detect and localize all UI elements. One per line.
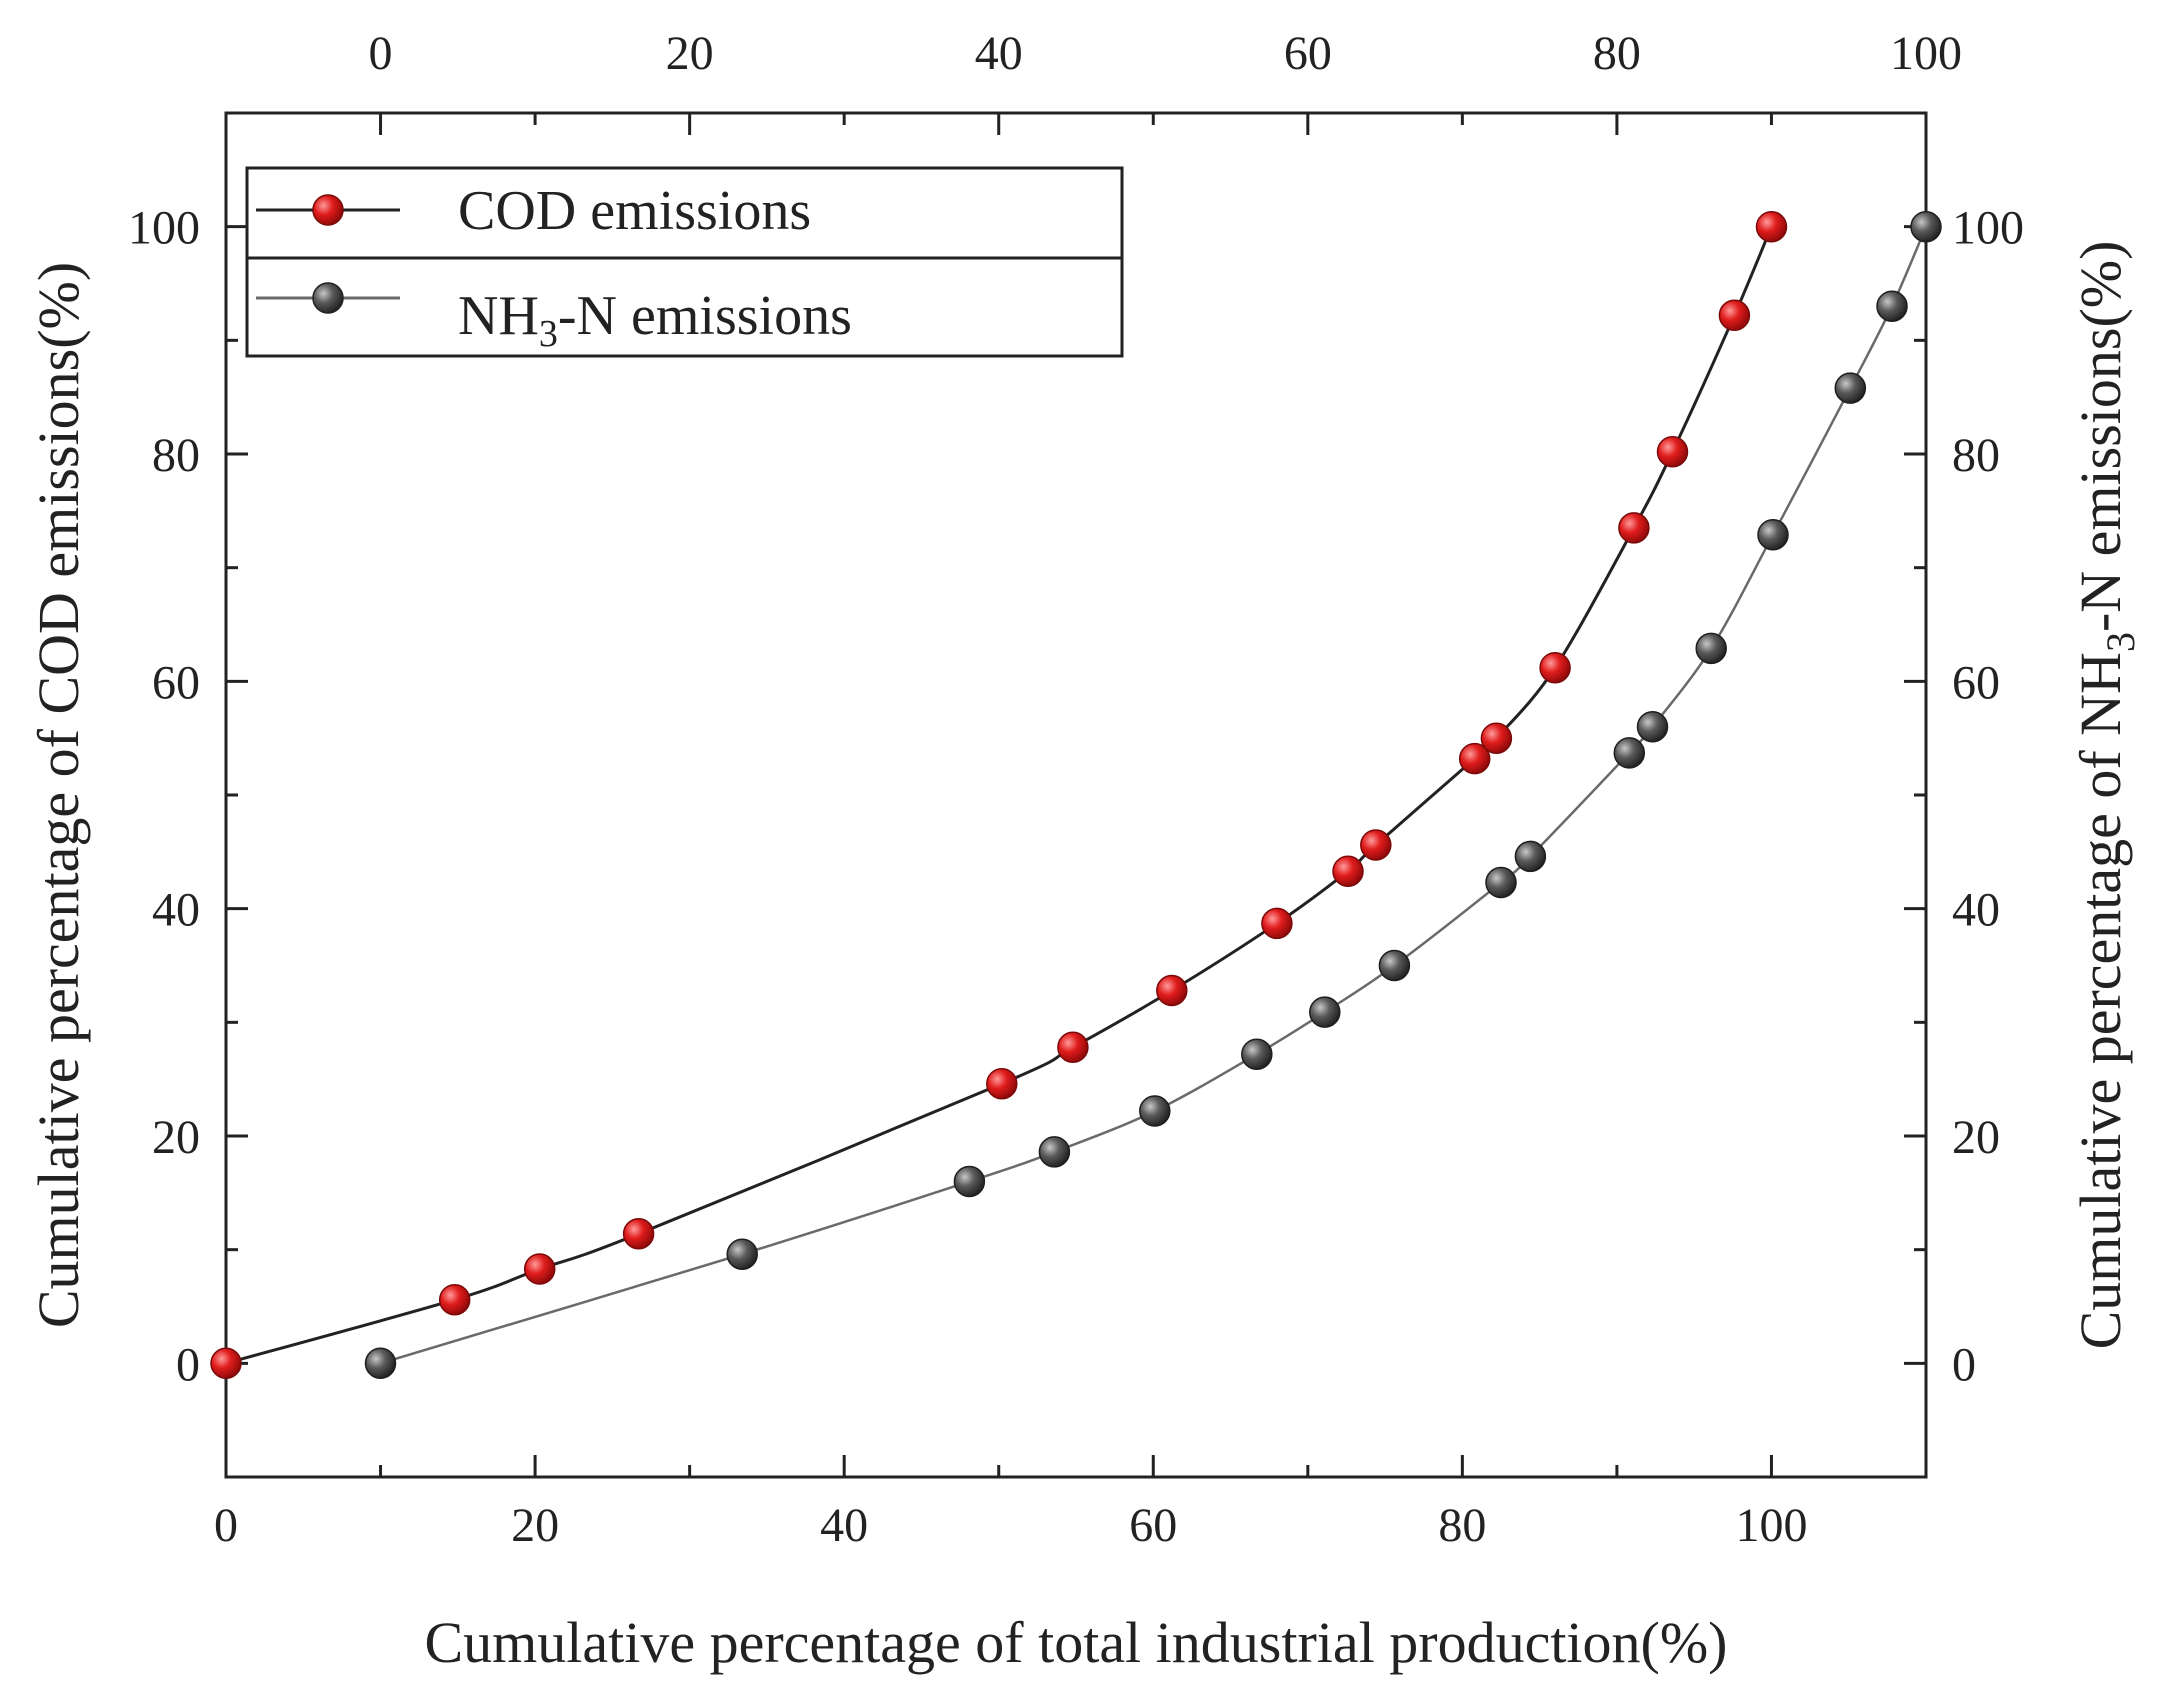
data-point-nh3n	[1876, 290, 1908, 322]
data-point-nh3n	[1139, 1095, 1171, 1127]
series-line-cod	[225, 226, 1773, 1365]
legend-label-nh3n-prefix: NH	[458, 285, 539, 347]
data-point-nh3n	[364, 1347, 397, 1380]
right-y-tick-label: 0	[1952, 1338, 1976, 1391]
right-y-tick-label: 20	[1952, 1111, 2000, 1164]
data-point-cod	[210, 1347, 242, 1380]
legend-label-cod: COD emissions	[458, 180, 811, 242]
data-point-cod	[1618, 512, 1650, 544]
legend: COD emissions NH3-N emissions	[245, 166, 1124, 358]
legend-box	[245, 166, 1124, 358]
data-point-cod	[1360, 829, 1392, 861]
data-point-cod	[1718, 299, 1751, 332]
data-point-cod	[1332, 855, 1364, 887]
legend-label-cod-text: COD emissions	[458, 180, 811, 242]
data-point-cod	[1755, 210, 1788, 243]
data-point-nh3n	[726, 1238, 758, 1270]
data-point-nh3n	[1834, 372, 1867, 404]
right-y-tick-label: 60	[1952, 656, 2000, 709]
data-point-nh3n	[1378, 949, 1411, 982]
legend-label-nh3n: NH3-N emissions	[458, 285, 852, 355]
y-tick-label: 100	[128, 202, 200, 255]
x-tick-label: 80	[1438, 1499, 1486, 1552]
right-y-tick-label: 80	[1952, 429, 2000, 482]
data-point-cod	[523, 1253, 556, 1285]
x-tick-label: 40	[820, 1499, 868, 1552]
data-point-nh3n	[1613, 737, 1646, 769]
y-tick-label: 20	[152, 1111, 200, 1164]
data-point-nh3n	[1309, 996, 1341, 1028]
x-tick-label: 20	[511, 1499, 559, 1552]
x-tick-label: 60	[1129, 1499, 1177, 1552]
data-point-cod	[1458, 742, 1491, 775]
data-point-cod	[1480, 722, 1513, 754]
ticks-layer: 0 20 40 60 80 100 0 20 40 60 80 100 0 20 40 60 80 100 0 20 4…	[128, 27, 2024, 1552]
y-right-axis-title-suffix: -N emissions(%)	[2068, 241, 2133, 632]
data-point-cod	[1057, 1031, 1089, 1064]
y-tick-label: 80	[152, 429, 200, 482]
y-tick-label: 40	[152, 884, 200, 937]
right-y-tick-label: 40	[1952, 884, 2000, 937]
data-point-cod	[622, 1218, 655, 1250]
top-x-tick-label: 60	[1284, 27, 1332, 80]
data-point-nh3n	[1636, 711, 1669, 743]
y-axis-title: Cumulative percentage of COD emissions(%…	[26, 262, 91, 1328]
data-point-nh3n	[1757, 518, 1789, 551]
data-point-nh3n	[1038, 1136, 1071, 1168]
legend-label-nh3n-subscript: 3	[539, 313, 558, 355]
legend-label-nh3n-suffix: -N emissions	[558, 285, 852, 347]
top-x-tick-label: 40	[975, 27, 1023, 80]
y-tick-label: 0	[176, 1338, 200, 1391]
data-point-cod	[1156, 974, 1188, 1007]
legend-marker-nh3n	[312, 282, 344, 314]
data-point-nh3n	[1695, 632, 1727, 665]
data-point-cod	[1539, 651, 1571, 684]
x-tick-label: 100	[1735, 1499, 1807, 1552]
series-layer	[210, 210, 1942, 1380]
data-point-cod	[1656, 435, 1689, 468]
x-axis-title: Cumulative percentage of total industria…	[425, 1610, 1728, 1675]
top-x-tick-label: 0	[369, 27, 393, 80]
legend-marker-cod	[312, 194, 344, 226]
series-line-nh3n	[380, 226, 1928, 1365]
y-right-axis-title: Cumulative percentage of NH3-N emissions…	[2068, 241, 2143, 1350]
y-right-axis-title-prefix: Cumulative percentage of NH	[2068, 652, 2133, 1349]
data-point-nh3n	[1910, 210, 1942, 243]
data-point-cod	[438, 1283, 471, 1316]
x-tick-label: 0	[214, 1499, 238, 1552]
y-right-axis-title-subscript: 3	[2098, 632, 2143, 652]
top-x-tick-label: 80	[1593, 27, 1641, 80]
data-point-nh3n	[953, 1165, 986, 1198]
data-point-nh3n	[1485, 866, 1517, 899]
data-point-nh3n	[1514, 840, 1547, 873]
data-point-cod	[1261, 907, 1293, 940]
right-y-tick-label: 100	[1952, 202, 2024, 255]
y-tick-label: 60	[152, 656, 200, 709]
data-point-nh3n	[1241, 1038, 1273, 1070]
top-x-tick-label: 20	[666, 27, 714, 80]
data-point-cod	[986, 1067, 1018, 1100]
top-x-tick-label: 100	[1890, 27, 1962, 80]
